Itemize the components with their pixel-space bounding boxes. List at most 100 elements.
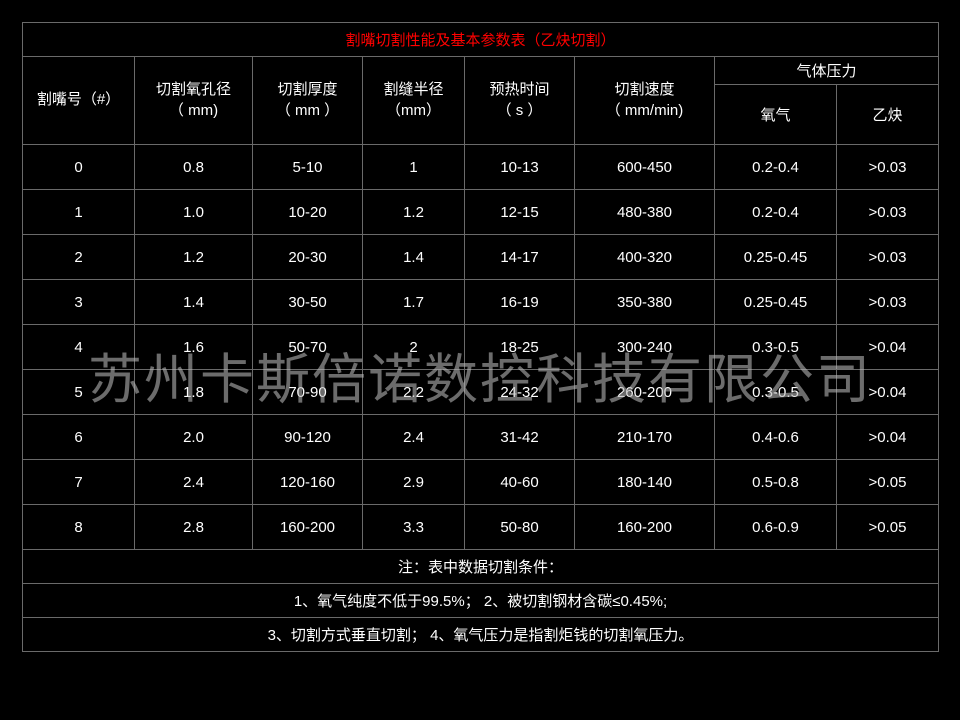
table-cell: 18-25 — [465, 325, 575, 370]
table-cell: 3.3 — [363, 505, 465, 550]
table-cell: 10-13 — [465, 145, 575, 190]
table-cell: >0.05 — [837, 505, 939, 550]
table-cell: 350-380 — [575, 280, 715, 325]
table-cell: 0.3-0.5 — [715, 370, 837, 415]
col-header-line: 预热时间 — [489, 81, 549, 98]
table-cell: 1 — [23, 190, 135, 235]
table-cell: 400-320 — [575, 235, 715, 280]
table-cell: 2.8 — [135, 505, 253, 550]
table-row: 00.85-10110-13600-4500.2-0.4>0.03 — [23, 145, 939, 190]
table-title: 割嘴切割性能及基本参数表（乙炔切割） — [23, 23, 939, 57]
col-header-oxygen: 氧气 — [715, 85, 837, 145]
table-cell: 1 — [363, 145, 465, 190]
table-cell: 2.9 — [363, 460, 465, 505]
table-cell: 5 — [23, 370, 135, 415]
table-cell: 480-380 — [575, 190, 715, 235]
table-cell: 3 — [23, 280, 135, 325]
table-cell: 14-17 — [465, 235, 575, 280]
table-cell: 8 — [23, 505, 135, 550]
table-cell: 90-120 — [253, 415, 363, 460]
table-cell: 600-450 — [575, 145, 715, 190]
table-row: 31.430-501.716-19350-3800.25-0.45>0.03 — [23, 280, 939, 325]
col-header-gas-group: 气体压力 — [715, 57, 939, 85]
table-cell: >0.04 — [837, 325, 939, 370]
table-cell: 2 — [23, 235, 135, 280]
table-cell: 1.2 — [135, 235, 253, 280]
table-cell: 7 — [23, 460, 135, 505]
col-header-nozzle: 割嘴号（#） — [23, 57, 135, 145]
table-cell: 31-42 — [465, 415, 575, 460]
table-cell: 2.4 — [135, 460, 253, 505]
table-cell: >0.03 — [837, 235, 939, 280]
table-cell: 260-200 — [575, 370, 715, 415]
table-cell: >0.04 — [837, 415, 939, 460]
table-row: 72.4120-1602.940-60180-1400.5-0.8>0.05 — [23, 460, 939, 505]
table-cell: 1.7 — [363, 280, 465, 325]
table-cell: 2.2 — [363, 370, 465, 415]
table-cell: 20-30 — [253, 235, 363, 280]
table-cell: 180-140 — [575, 460, 715, 505]
table-note: 1、氧气纯度不低于99.5%； 2、被切割钢材含碳≤0.45%; — [23, 584, 939, 618]
table-note: 注：表中数据切割条件： — [23, 550, 939, 584]
table-cell: >0.03 — [837, 280, 939, 325]
table-cell: 50-80 — [465, 505, 575, 550]
table-cell: 0.2-0.4 — [715, 190, 837, 235]
table-row: 21.220-301.414-17400-3200.25-0.45>0.03 — [23, 235, 939, 280]
col-header-kerf: 割缝半径 （mm） — [363, 57, 465, 145]
table-cell: 50-70 — [253, 325, 363, 370]
table-cell: 2.0 — [135, 415, 253, 460]
table-cell: 2 — [363, 325, 465, 370]
table-cell: 160-200 — [575, 505, 715, 550]
col-header-acetylene: 乙炔 — [837, 85, 939, 145]
table-cell: 24-32 — [465, 370, 575, 415]
table-row: 82.8160-2003.350-80160-2000.6-0.9>0.05 — [23, 505, 939, 550]
table-cell: 300-240 — [575, 325, 715, 370]
col-header-line: （mm） — [386, 102, 441, 119]
col-header-thickness: 切割厚度 （ mm ） — [253, 57, 363, 145]
table-cell: 1.4 — [135, 280, 253, 325]
table-cell: 16-19 — [465, 280, 575, 325]
col-header-line: 切割厚度 — [277, 81, 337, 98]
table-cell: 30-50 — [253, 280, 363, 325]
table-cell: 1.4 — [363, 235, 465, 280]
table-cell: 6 — [23, 415, 135, 460]
table-cell: 1.0 — [135, 190, 253, 235]
table-cell: 2.4 — [363, 415, 465, 460]
table-cell: 0.25-0.45 — [715, 235, 837, 280]
table-cell: 210-170 — [575, 415, 715, 460]
table-cell: 0.25-0.45 — [715, 280, 837, 325]
table-cell: >0.03 — [837, 145, 939, 190]
table-cell: 1.6 — [135, 325, 253, 370]
col-header-line: （ mm ） — [276, 102, 339, 119]
table-cell: 0.8 — [135, 145, 253, 190]
table-cell: >0.03 — [837, 190, 939, 235]
table-cell: 40-60 — [465, 460, 575, 505]
col-header-line: （ mm) — [169, 102, 218, 119]
col-header-preheat: 预热时间 （ s ） — [465, 57, 575, 145]
col-header-line: （ s ） — [497, 102, 543, 119]
col-header-line: （ mm/min) — [606, 102, 684, 119]
col-header-oxygen-hole: 切割氧孔径 （ mm) — [135, 57, 253, 145]
table-cell: 0.2-0.4 — [715, 145, 837, 190]
table-cell: 0.3-0.5 — [715, 325, 837, 370]
table-cell: 5-10 — [253, 145, 363, 190]
col-header-line: 切割氧孔径 — [156, 81, 231, 98]
table-cell: 10-20 — [253, 190, 363, 235]
table-row: 62.090-1202.431-42210-1700.4-0.6>0.04 — [23, 415, 939, 460]
table-cell: 0.6-0.9 — [715, 505, 837, 550]
col-header-speed: 切割速度 （ mm/min) — [575, 57, 715, 145]
table-cell: 4 — [23, 325, 135, 370]
table-row: 41.650-70218-25300-2400.3-0.5>0.04 — [23, 325, 939, 370]
table-cell: 70-90 — [253, 370, 363, 415]
table-note: 3、切割方式垂直切割； 4、氧气压力是指割炬钱的切割氧压力。 — [23, 618, 939, 652]
table-cell: >0.05 — [837, 460, 939, 505]
table-row: 51.870-902.224-32260-2000.3-0.5>0.04 — [23, 370, 939, 415]
table-cell: 0 — [23, 145, 135, 190]
table-body: 00.85-10110-13600-4500.2-0.4>0.0311.010-… — [23, 145, 939, 550]
table-cell: 0.5-0.8 — [715, 460, 837, 505]
table-cell: 1.2 — [363, 190, 465, 235]
parameters-table: 割嘴切割性能及基本参数表（乙炔切割） 割嘴号（#） 切割氧孔径 （ mm) 切割… — [22, 22, 939, 652]
table-cell: >0.04 — [837, 370, 939, 415]
table-cell: 120-160 — [253, 460, 363, 505]
col-header-line: 切割速度 — [614, 81, 674, 98]
